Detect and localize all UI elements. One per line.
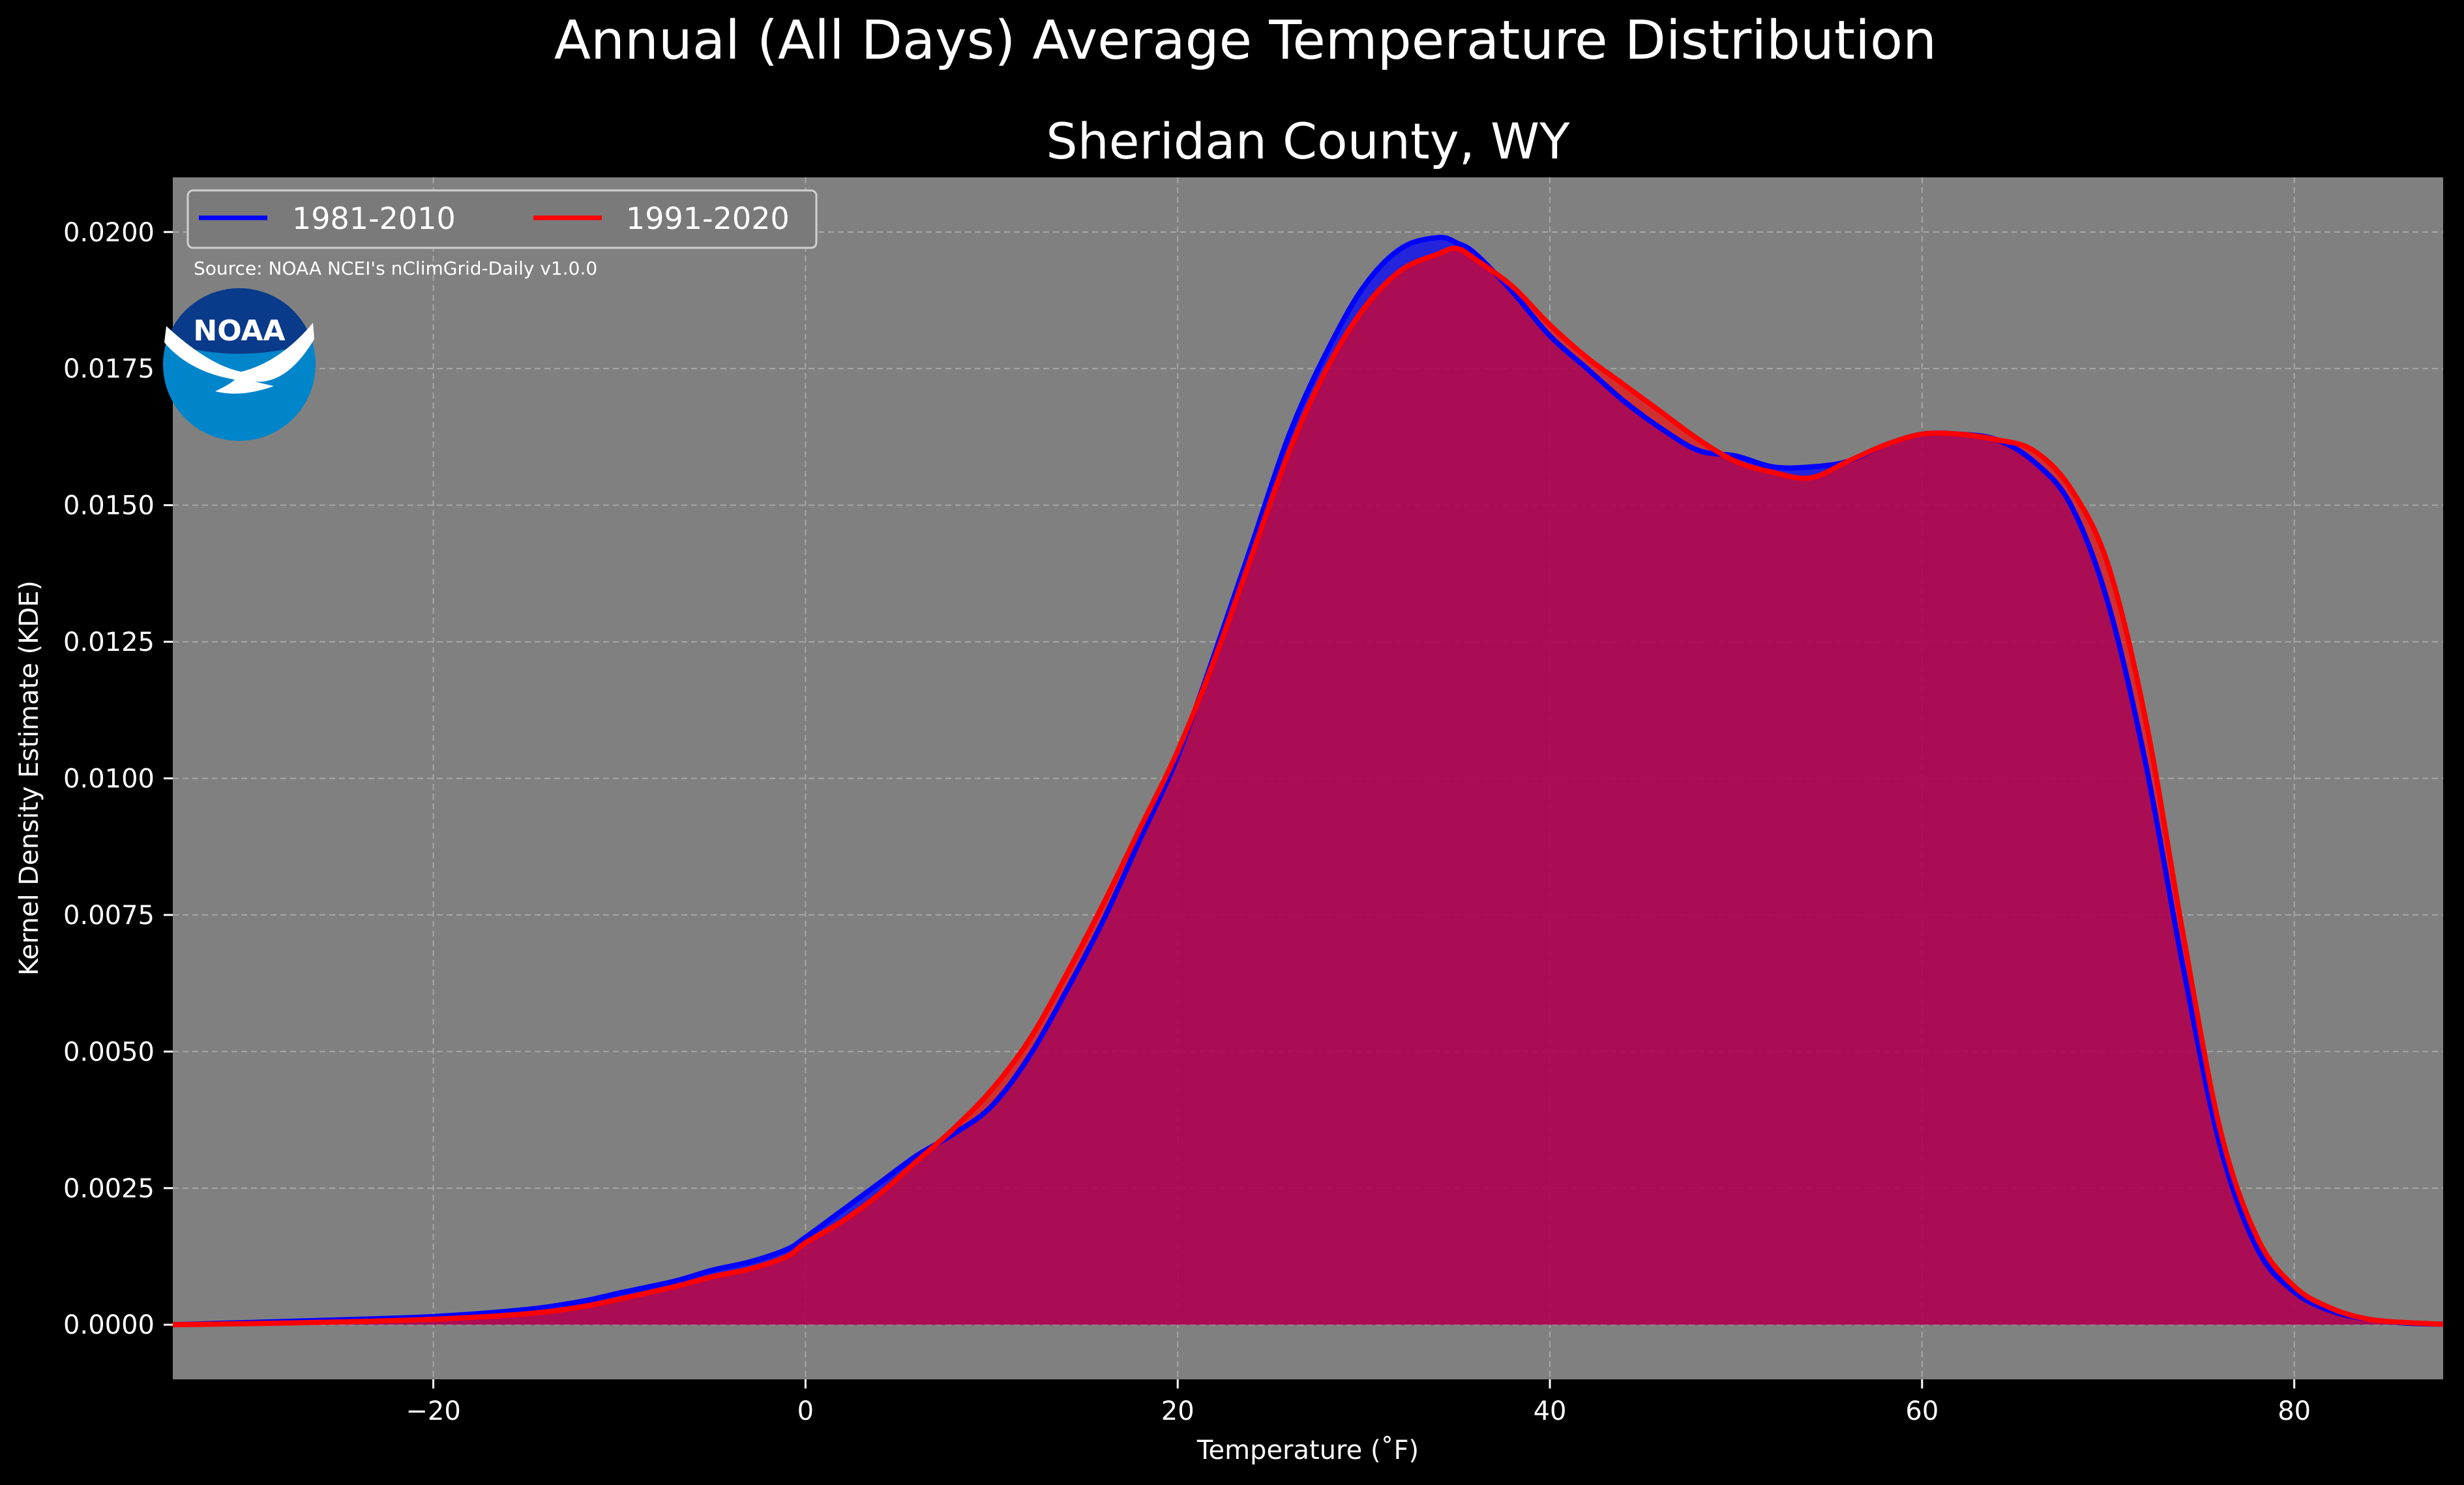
legend: 1981-2010 1991-2020 (186, 189, 818, 249)
y-tick-label: 0.0200 (63, 218, 155, 248)
legend-box (186, 189, 818, 249)
x-axis-ticks: −20 0 20 40 60 80 (406, 1379, 2311, 1426)
x-tick-label: 0 (797, 1396, 814, 1426)
y-tick-label: 0.0000 (63, 1310, 155, 1340)
y-tick-label: 0.0100 (63, 764, 155, 794)
series-line-1991-2020 (172, 245, 2444, 1328)
plot-area (172, 177, 2444, 1379)
y-axis-label: Kernel Density Estimate (KDE) (14, 580, 44, 976)
y-tick-label: 0.0050 (63, 1037, 155, 1067)
series-line-1981-2010 (172, 234, 2444, 1328)
legend-label-1981-2010: 1981-2010 (292, 201, 456, 236)
y-tick-label: 0.0150 (63, 491, 155, 521)
y-tick-label: 0.0025 (63, 1174, 155, 1204)
line-layer (172, 234, 2444, 1328)
noaa-logo-text: NOAA (193, 314, 285, 348)
noaa-logo-inner-dome (166, 288, 312, 354)
y-tick-label: 0.0075 (63, 901, 155, 931)
source-note: Source: NOAA NCEI's nClimGrid-Daily v1.0… (194, 258, 597, 279)
x-tick-label: 40 (1534, 1396, 1567, 1426)
x-tick-label: 20 (1161, 1396, 1195, 1426)
legend-label-1991-2020: 1991-2020 (626, 201, 790, 236)
figure-title: Annual (All Days) Average Temperature Di… (554, 10, 1937, 72)
x-tick-label: 60 (1905, 1396, 1938, 1426)
noaa-logo-seagull (164, 323, 314, 394)
y-axis-ticks: 0.0000 0.0025 0.0050 0.0075 0.0100 0.0125 0.01… (63, 218, 173, 1340)
noaa-logo: NOAA (163, 288, 316, 441)
area-fill-1991-2020 (173, 248, 2443, 1325)
x-axis-label: Temperature (˚F) (1196, 1435, 1419, 1465)
fill-layer (173, 237, 2443, 1325)
chart-title: Sheridan County, WY (1046, 112, 1570, 170)
y-tick-label: 0.0175 (63, 354, 155, 384)
x-tick-label: 80 (2278, 1396, 2311, 1426)
y-tick-label: 0.0125 (63, 627, 155, 657)
x-tick-label: −20 (406, 1396, 460, 1426)
